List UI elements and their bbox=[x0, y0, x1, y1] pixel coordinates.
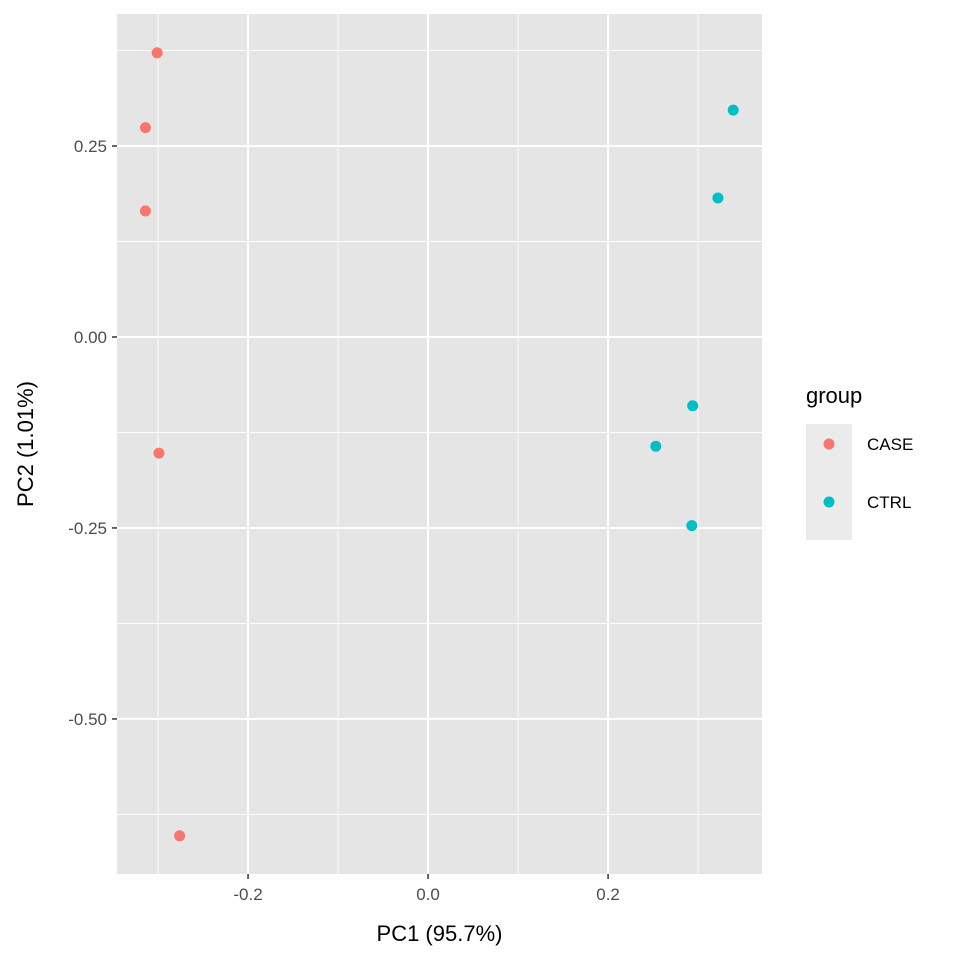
legend-label-ctrl: CTRL bbox=[867, 493, 911, 512]
legend-key-ctrl bbox=[806, 482, 852, 540]
y-tick-label: -0.25 bbox=[68, 519, 107, 538]
legend-marker-case bbox=[823, 438, 835, 450]
x-axis-title: PC1 (95.7%) bbox=[377, 921, 503, 946]
point-case bbox=[153, 447, 165, 459]
legend-label-case: CASE bbox=[867, 435, 913, 454]
y-tick-label: -0.50 bbox=[68, 710, 107, 729]
y-tick-label: 0.00 bbox=[74, 328, 107, 347]
point-case bbox=[139, 122, 151, 134]
point-case bbox=[174, 830, 186, 842]
legend-title: group bbox=[806, 383, 862, 408]
point-ctrl bbox=[686, 520, 698, 532]
x-tick-label: -0.2 bbox=[233, 885, 262, 904]
legend-key-case bbox=[806, 424, 852, 482]
plot-panel bbox=[117, 14, 762, 874]
point-case bbox=[139, 205, 151, 217]
y-tick-label: 0.25 bbox=[74, 137, 107, 156]
y-axis-title: PC2 (1.01%) bbox=[13, 381, 38, 507]
point-case bbox=[151, 47, 163, 59]
x-tick-label: 0.2 bbox=[596, 885, 620, 904]
point-ctrl bbox=[687, 400, 699, 412]
legend: group CASE CTRL bbox=[806, 383, 913, 540]
point-ctrl bbox=[727, 104, 739, 116]
x-tick-label: 0.0 bbox=[416, 885, 440, 904]
point-ctrl bbox=[650, 440, 662, 452]
legend-marker-ctrl bbox=[823, 496, 835, 508]
point-ctrl bbox=[712, 192, 724, 204]
